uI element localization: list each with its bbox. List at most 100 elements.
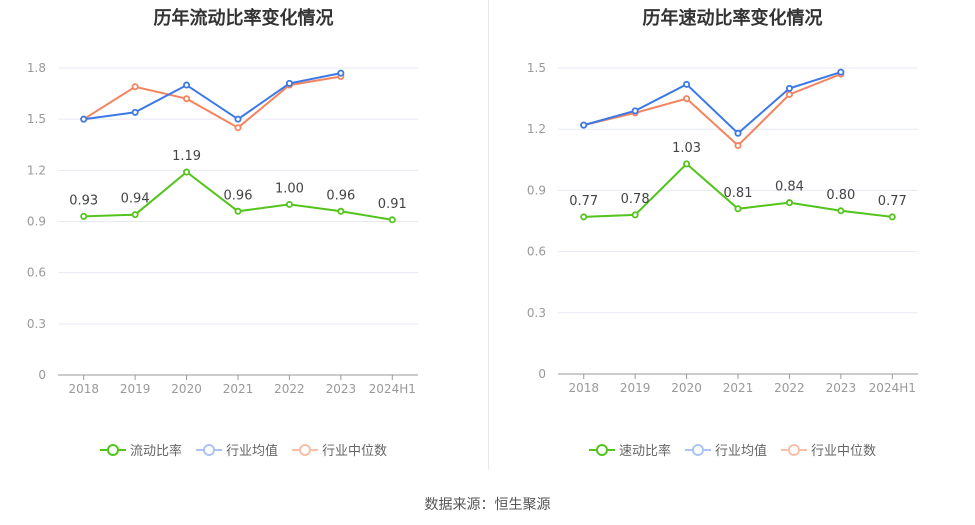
- quick-ratio-panel: 历年速动比率变化情况 0 0.3 0.6 0.9 1.2 1.5 2018 2019 2020 2…: [489, 0, 975, 470]
- data-point: [234, 207, 242, 215]
- x-tick-label: 2023: [326, 382, 357, 396]
- data-point: [183, 95, 191, 103]
- y-tick-label: 1.2: [527, 122, 546, 136]
- legend-item-industry-average[interactable]: 行业均值: [684, 440, 767, 459]
- data-point: [131, 108, 139, 116]
- y-tick-label: 1.8: [27, 61, 46, 75]
- x-tick-label: 2022: [274, 382, 305, 396]
- data-label: 0.78: [621, 192, 650, 207]
- x-tick-label: 2020: [171, 382, 202, 396]
- data-point: [888, 213, 896, 221]
- legend-label: 行业均值: [225, 444, 278, 459]
- data-label: 0.93: [69, 193, 98, 208]
- x-tick-label: 2022: [774, 381, 805, 395]
- legend-item-industry-average[interactable]: 行业均值: [195, 440, 278, 459]
- current-ratio-panel: 历年流动比率变化情况 0 0.3 0.6 0.9 1.2 1.5 1.8 2018 2019 20…: [0, 0, 487, 470]
- data-source-caption: 数据来源：恒生聚源: [424, 497, 551, 513]
- data-label: 0.91: [378, 197, 407, 212]
- y-tick-label: 0.6: [27, 266, 46, 280]
- data-point: [234, 115, 242, 123]
- legend-item-industry-median[interactable]: 行业中位数: [292, 440, 387, 459]
- current-ratio-chart: 0 0.3 0.6 0.9 1.2 1.5 1.8 2018 2019 2020 2021 2022 2…: [27, 61, 418, 396]
- legend-line-icon: [292, 443, 318, 457]
- x-tick-label: 2021: [223, 382, 254, 396]
- data-point: [734, 129, 742, 137]
- data-point: [837, 68, 845, 76]
- data-point: [183, 81, 191, 89]
- data-point: [580, 213, 588, 221]
- data-point: [631, 107, 639, 115]
- legend-line-icon: [684, 443, 711, 457]
- chart-title: 历年速动比率变化情况: [642, 8, 823, 29]
- legend-label: 行业均值: [714, 444, 767, 459]
- legend-line-icon: [99, 443, 126, 457]
- x-tick-label: 2024H1: [369, 382, 416, 396]
- series-line: [583, 73, 842, 147]
- data-label: 0.80: [826, 188, 855, 203]
- chart-legend: 速动比率 行业均值 行业中位数: [489, 440, 975, 459]
- series-line: [83, 72, 342, 121]
- data-label: 0.77: [569, 194, 598, 209]
- data-point: [183, 168, 191, 176]
- legend-item-industry-median[interactable]: 行业中位数: [781, 440, 876, 459]
- y-tick-label: 0.3: [27, 317, 46, 331]
- data-point: [785, 199, 793, 207]
- data-point: [337, 69, 345, 77]
- x-tick-label: 2018: [68, 382, 99, 396]
- series-line: [583, 71, 842, 135]
- data-label: 1.19: [172, 149, 201, 164]
- data-point: [683, 95, 691, 103]
- legend-label: 流动比率: [129, 444, 182, 459]
- data-label: 0.77: [878, 194, 907, 209]
- x-tick-label: 2019: [620, 381, 651, 395]
- y-tick-label: 0.9: [27, 215, 46, 229]
- data-point: [837, 207, 845, 215]
- legend-item-quick-ratio[interactable]: 速动比率: [588, 440, 671, 459]
- y-tick-label: 1.5: [527, 61, 546, 75]
- y-tick-label: 1.2: [27, 163, 46, 177]
- data-point: [388, 216, 396, 224]
- series-line: [83, 75, 342, 129]
- x-tick-label: 2019: [120, 382, 151, 396]
- data-label: 0.96: [224, 188, 253, 203]
- data-point: [285, 79, 293, 87]
- quick-ratio-chart: 0 0.3 0.6 0.9 1.2 1.5 2018 2019 2020 2021 2022 2023…: [527, 61, 918, 395]
- chart-legend: 流动比率 行业均值 行业中位数: [0, 440, 487, 459]
- y-tick-label: 0: [538, 367, 546, 381]
- y-tick-label: 0.9: [527, 183, 546, 197]
- data-point: [131, 211, 139, 219]
- data-point: [683, 80, 691, 88]
- data-point: [131, 83, 139, 91]
- chart-title: 历年流动比率变化情况: [153, 8, 334, 29]
- data-label: 1.00: [275, 181, 304, 196]
- legend-line-icon: [781, 443, 807, 457]
- x-tick-label: 2023: [826, 381, 857, 395]
- legend-line-icon: [588, 443, 615, 457]
- data-point: [785, 91, 793, 99]
- legend-line-icon: [195, 443, 222, 457]
- legend-label: 行业中位数: [322, 444, 388, 459]
- data-label: 0.94: [121, 192, 150, 207]
- data-point: [285, 200, 293, 208]
- legend-label: 速动比率: [618, 444, 671, 459]
- data-label: 1.03: [672, 141, 701, 156]
- y-tick-label: 0: [38, 368, 46, 382]
- y-tick-label: 0.3: [527, 306, 546, 320]
- x-tick-label: 2021: [723, 381, 754, 395]
- y-tick-label: 1.5: [27, 112, 46, 126]
- x-tick-label: 2024H1: [869, 381, 916, 395]
- data-point: [785, 84, 793, 92]
- data-point: [631, 211, 639, 219]
- data-label: 0.81: [724, 186, 753, 201]
- x-tick-label: 2020: [671, 381, 702, 395]
- data-point: [683, 160, 691, 168]
- x-tick-label: 2018: [568, 381, 599, 395]
- legend-label: 行业中位数: [811, 444, 877, 459]
- panel-divider: [488, 0, 489, 470]
- data-point: [234, 124, 242, 132]
- data-label: 0.96: [326, 188, 355, 203]
- data-point: [80, 212, 88, 220]
- legend-item-current-ratio[interactable]: 流动比率: [99, 440, 182, 459]
- data-point: [580, 121, 588, 129]
- y-tick-label: 0.6: [527, 245, 546, 259]
